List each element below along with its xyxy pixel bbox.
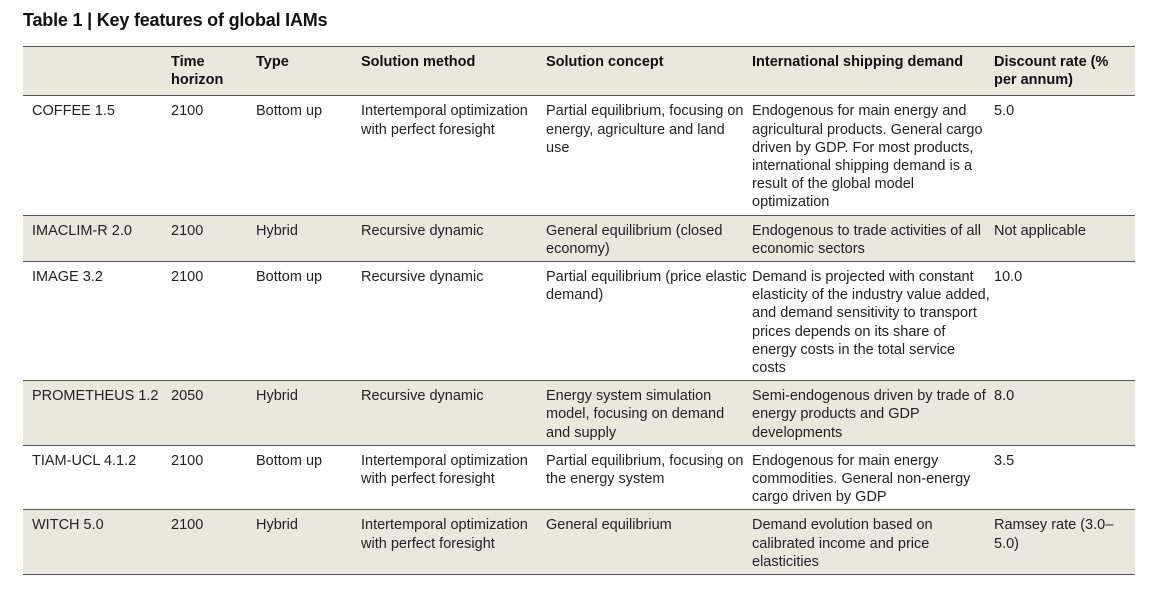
table-row: IMACLIM-R 2.0 2100 Hybrid Recursive dyna… bbox=[23, 215, 1135, 263]
cell-time-horizon: 2100 bbox=[171, 509, 256, 576]
cell-discount-rate: Not applicable bbox=[994, 215, 1135, 263]
header-time-horizon: Time horizon bbox=[171, 45, 256, 97]
cell-solution-concept: Energy system simulation model, focusing… bbox=[546, 380, 752, 446]
cell-discount-rate: 8.0 bbox=[994, 380, 1135, 446]
cell-solution-method: Recursive dynamic bbox=[361, 215, 546, 263]
cell-discount-rate: 3.5 bbox=[994, 445, 1135, 511]
cell-type: Bottom up bbox=[256, 261, 361, 382]
cell-type: Hybrid bbox=[256, 509, 361, 576]
cell-solution-concept: Partial equilibrium, focusing on energy,… bbox=[546, 95, 752, 216]
table-title: Table 1 | Key features of global IAMs bbox=[23, 10, 328, 30]
cell-solution-method: Intertemporal optimization with perfect … bbox=[361, 445, 546, 511]
cell-time-horizon: 2100 bbox=[171, 95, 256, 216]
cell-model: TIAM-UCL 4.1.2 bbox=[23, 445, 171, 511]
header-shipping-demand: International shipping demand bbox=[752, 45, 994, 97]
cell-time-horizon: 2050 bbox=[171, 380, 256, 446]
table-row: TIAM-UCL 4.1.2 2100 Bottom up Intertempo… bbox=[23, 445, 1135, 511]
cell-time-horizon: 2100 bbox=[171, 215, 256, 263]
cell-model: WITCH 5.0 bbox=[23, 509, 171, 576]
header-solution-concept: Solution concept bbox=[546, 45, 752, 97]
cell-solution-concept: Partial equilibrium (price elastic deman… bbox=[546, 261, 752, 382]
cell-type: Bottom up bbox=[256, 445, 361, 511]
cell-solution-concept: General equilibrium (closed economy) bbox=[546, 215, 752, 263]
cell-discount-rate: 5.0 bbox=[994, 95, 1135, 216]
cell-solution-method: Intertemporal optimization with perfect … bbox=[361, 509, 546, 576]
header-type: Type bbox=[256, 45, 361, 97]
header-model bbox=[23, 45, 171, 97]
cell-model: IMACLIM-R 2.0 bbox=[23, 215, 171, 263]
table-row: IMAGE 3.2 2100 Bottom up Recursive dynam… bbox=[23, 261, 1135, 382]
cell-solution-method: Intertemporal optimization with perfect … bbox=[361, 95, 546, 216]
cell-shipping-demand: Endogenous to trade activities of all ec… bbox=[752, 215, 994, 263]
cell-type: Bottom up bbox=[256, 95, 361, 216]
header-discount-rate: Discount rate (% per annum) bbox=[994, 45, 1135, 97]
cell-shipping-demand: Demand evolution based on calibrated inc… bbox=[752, 509, 994, 576]
table-row: PROMETHEUS 1.2 2050 Hybrid Recursive dyn… bbox=[23, 380, 1135, 446]
cell-shipping-demand: Demand is projected with constant elasti… bbox=[752, 261, 994, 382]
cell-solution-method: Recursive dynamic bbox=[361, 261, 546, 382]
cell-solution-concept: Partial equilibrium, focusing on the ene… bbox=[546, 445, 752, 511]
table-row: COFFEE 1.5 2100 Bottom up Intertemporal … bbox=[23, 95, 1135, 216]
cell-model: IMAGE 3.2 bbox=[23, 261, 171, 382]
header-row: Time horizon Type Solution method Soluti… bbox=[23, 45, 1135, 97]
cell-shipping-demand: Semi-endogenous driven by trade of energ… bbox=[752, 380, 994, 446]
cell-model: PROMETHEUS 1.2 bbox=[23, 380, 171, 446]
cell-discount-rate: Ramsey rate (3.0–5.0) bbox=[994, 509, 1135, 576]
cell-type: Hybrid bbox=[256, 215, 361, 263]
iam-features-table: Time horizon Type Solution method Soluti… bbox=[23, 45, 1135, 576]
cell-type: Hybrid bbox=[256, 380, 361, 446]
header-solution-method: Solution method bbox=[361, 45, 546, 97]
cell-shipping-demand: Endogenous for main energy commodities. … bbox=[752, 445, 994, 511]
cell-solution-concept: General equilibrium bbox=[546, 509, 752, 576]
cell-time-horizon: 2100 bbox=[171, 261, 256, 382]
cell-discount-rate: 10.0 bbox=[994, 261, 1135, 382]
cell-model: COFFEE 1.5 bbox=[23, 95, 171, 216]
cell-shipping-demand: Endogenous for main energy and agricultu… bbox=[752, 95, 994, 216]
table-row: WITCH 5.0 2100 Hybrid Intertemporal opti… bbox=[23, 509, 1135, 576]
cell-solution-method: Recursive dynamic bbox=[361, 380, 546, 446]
cell-time-horizon: 2100 bbox=[171, 445, 256, 511]
